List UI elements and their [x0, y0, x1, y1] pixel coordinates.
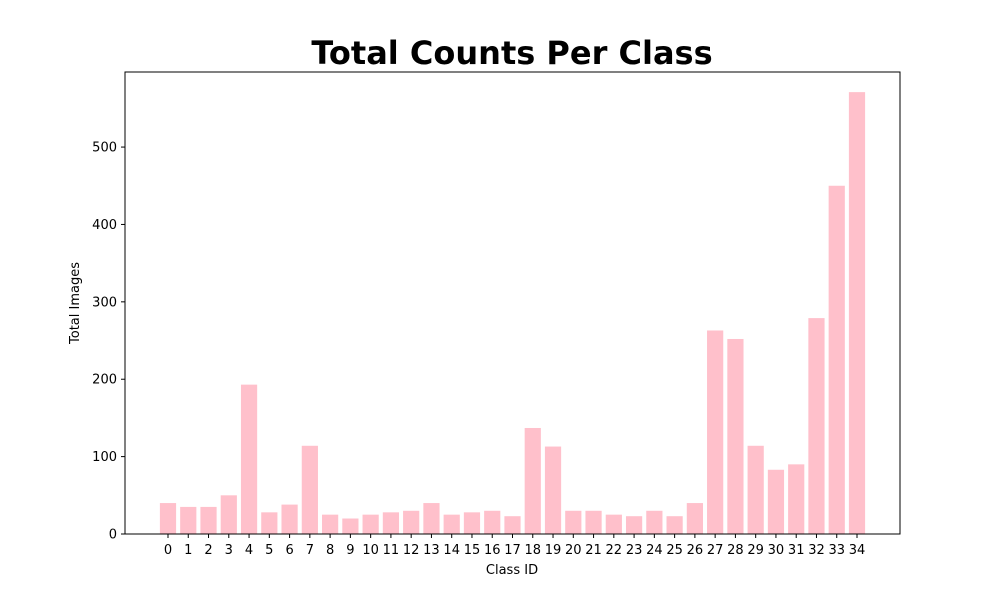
bar-class-34 — [848, 92, 866, 535]
x-tick-label: 1 — [184, 543, 192, 558]
x-tick-label: 32 — [808, 543, 825, 558]
bar-class-30 — [767, 469, 785, 534]
bar-class-5 — [261, 512, 278, 534]
x-tick-label: 11 — [383, 543, 400, 558]
y-tick-label: 500 — [92, 141, 117, 156]
bar-class-31 — [788, 464, 805, 534]
x-tick-label: 22 — [606, 543, 623, 558]
x-tick-label: 17 — [504, 543, 521, 558]
x-tick-label: 10 — [362, 543, 379, 558]
x-tick-label: 20 — [565, 543, 582, 558]
chart-title: Total Counts Per Class — [311, 34, 712, 72]
x-tick-label: 4 — [245, 543, 253, 558]
bar-class-14 — [443, 514, 460, 534]
x-tick-label: 9 — [346, 543, 354, 558]
x-tick-label: 15 — [464, 543, 481, 558]
x-tick-label: 27 — [707, 543, 724, 558]
y-axis-label: Total Images — [68, 262, 83, 345]
x-tick-label: 30 — [768, 543, 785, 558]
bar-class-33 — [828, 185, 845, 534]
bar-class-24 — [646, 510, 663, 534]
x-tick-label: 12 — [403, 543, 420, 558]
x-tick-label: 7 — [306, 543, 314, 558]
y-tick-label: 300 — [92, 295, 117, 310]
x-tick-label: 34 — [849, 543, 866, 558]
bar-class-9 — [342, 518, 359, 534]
x-tick-label: 0 — [164, 543, 172, 558]
bar-class-12 — [403, 510, 420, 534]
x-tick-label: 24 — [646, 543, 663, 558]
x-tick-label: 18 — [524, 543, 541, 558]
y-tick-label: 100 — [92, 450, 117, 465]
bar-class-2 — [200, 506, 217, 534]
x-tick-label: 23 — [626, 543, 643, 558]
bar-class-13 — [423, 503, 440, 534]
x-tick-label: 25 — [666, 543, 683, 558]
bar-class-25 — [666, 516, 683, 534]
bar-class-7 — [301, 445, 318, 534]
x-tick-label: 29 — [747, 543, 764, 558]
bar-class-8 — [322, 514, 339, 534]
bars — [159, 92, 866, 535]
bar-class-0 — [159, 503, 177, 534]
y-tick-label: 400 — [92, 218, 117, 233]
x-axis-label: Class ID — [486, 563, 538, 578]
bar-class-4 — [240, 384, 258, 534]
x-tick-label: 8 — [326, 543, 334, 558]
bar-class-1 — [180, 506, 197, 534]
bar-class-10 — [362, 514, 379, 534]
x-tick-label: 31 — [788, 543, 805, 558]
x-tick-label: 21 — [585, 543, 602, 558]
x-tick-label: 6 — [285, 543, 293, 558]
x-axis-ticks: 0 1 2 3 4 5 6 7 8 9 10 11 12 13 14 15 16 17 18 19 20 21 22 23 24… — [164, 534, 865, 558]
bar-class-18 — [524, 427, 541, 534]
x-tick-label: 28 — [727, 543, 744, 558]
bar-class-16 — [484, 510, 501, 534]
x-tick-label: 5 — [265, 543, 273, 558]
bar-class-23 — [625, 516, 643, 534]
bar-class-27 — [707, 330, 724, 534]
x-tick-label: 14 — [443, 543, 460, 558]
bar-class-21 — [585, 510, 602, 534]
bar-class-22 — [605, 514, 622, 534]
bar-class-11 — [382, 512, 400, 534]
bar-class-3 — [220, 495, 237, 534]
bar-class-29 — [747, 445, 764, 534]
y-tick-label: 200 — [92, 373, 117, 388]
bar-class-6 — [281, 504, 298, 534]
bar-class-32 — [808, 318, 825, 534]
bar-class-26 — [686, 503, 703, 534]
bar-class-15 — [463, 512, 481, 534]
bar-class-19 — [544, 446, 562, 534]
y-axis-ticks: 0 100 200 300 400 500 — [92, 141, 125, 543]
x-tick-label: 3 — [225, 543, 233, 558]
bar-class-28 — [727, 338, 744, 534]
x-tick-label: 16 — [484, 543, 501, 558]
bar-class-17 — [504, 516, 521, 534]
x-tick-label: 2 — [204, 543, 212, 558]
x-tick-label: 26 — [687, 543, 704, 558]
bar-class-20 — [565, 510, 582, 534]
y-tick-label: 0 — [109, 528, 117, 543]
x-tick-label: 33 — [828, 543, 845, 558]
x-tick-label: 19 — [545, 543, 562, 558]
x-tick-label: 13 — [423, 543, 440, 558]
